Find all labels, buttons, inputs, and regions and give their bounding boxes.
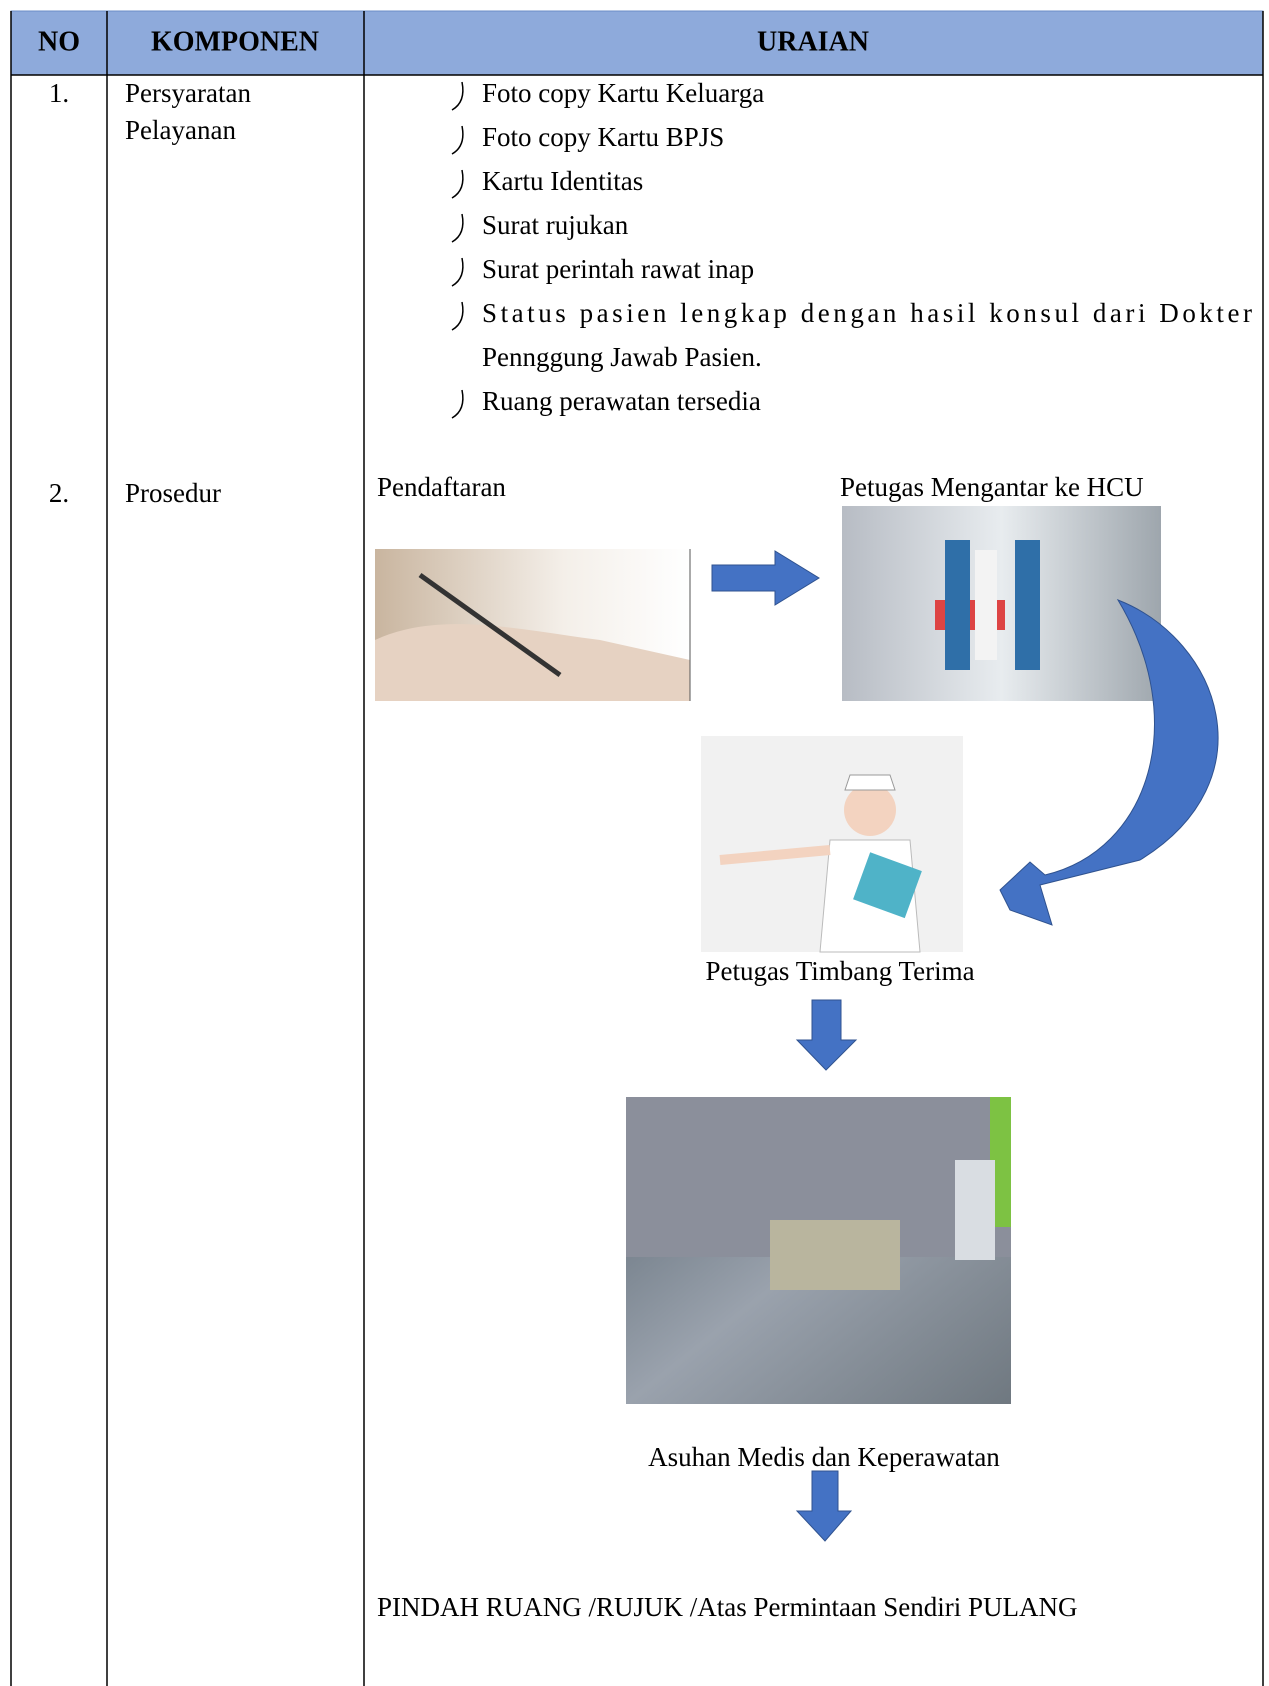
bullet	[451, 301, 464, 331]
requirement-item: Status pasien lengkap dengan hasil konsu…	[482, 298, 1252, 328]
row-number: 1.	[49, 78, 69, 108]
bullet	[451, 81, 464, 111]
flow-step: Pendaftaran	[377, 472, 506, 502]
requirement-item: Foto copy Kartu Keluarga	[482, 78, 764, 108]
arrow-down	[795, 1470, 853, 1542]
component: Persyaratan	[125, 78, 251, 108]
photo-room	[626, 1097, 1011, 1404]
header-cell: URAIAN	[757, 26, 869, 57]
flow-step: Petugas Mengantar ke HCU	[840, 472, 1144, 502]
photo-corridor	[842, 506, 1161, 701]
arrow-down	[795, 999, 858, 1071]
bullet	[451, 169, 464, 199]
flow-step: PINDAH RUANG /RUJUK /Atas Permintaan Sen…	[377, 1592, 1077, 1622]
bullet	[451, 257, 464, 287]
bullet	[451, 389, 464, 419]
arrow-right	[711, 550, 820, 606]
header-cell: KOMPONEN	[151, 26, 319, 57]
illustration-nurse	[701, 736, 963, 953]
header-cell: NO	[38, 26, 80, 57]
requirement-item: Kartu Identitas	[482, 166, 643, 196]
component: Pelayanan	[125, 115, 236, 145]
bullet	[451, 213, 464, 243]
requirement-item: Foto copy Kartu BPJS	[482, 122, 724, 152]
requirement-item: Surat perintah rawat inap	[482, 254, 754, 284]
flow-step: Asuhan Medis dan Keperawatan	[648, 1442, 1000, 1472]
flow-step: Petugas Timbang Terima	[705, 956, 974, 986]
arrow-curved	[999, 598, 1219, 926]
bullet	[451, 125, 464, 155]
requirement-item: Ruang perawatan tersedia	[482, 386, 761, 416]
table-grid	[10, 11, 1264, 1686]
requirement-item: Pennggung Jawab Pasien.	[482, 342, 762, 372]
header-row	[10, 10, 1264, 76]
requirement-item: Surat rujukan	[482, 210, 629, 240]
photo-writing	[375, 549, 691, 701]
component: Prosedur	[125, 478, 221, 508]
row-number: 2.	[49, 478, 69, 508]
